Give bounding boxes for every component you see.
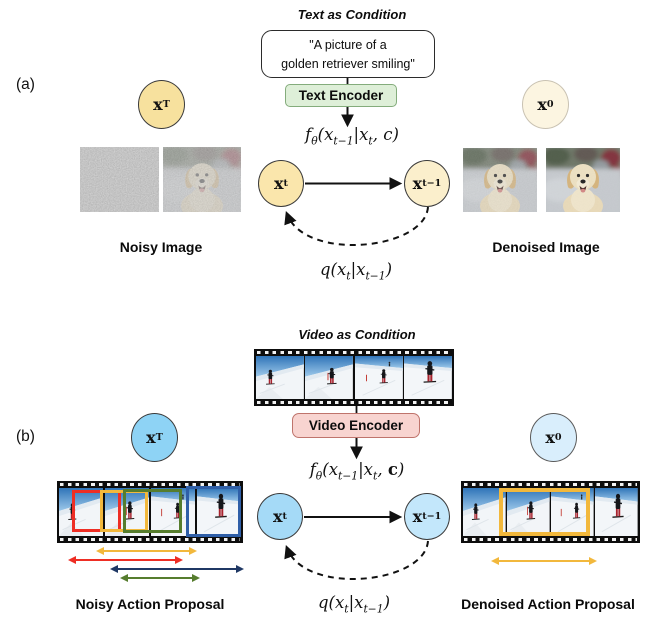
proposal-span-arrow-yellow: [103, 549, 190, 553]
proposal-span-arrow-navy: [117, 567, 237, 571]
b-forward-formula: fθ(xt−1|xt, c): [309, 460, 405, 483]
denoised-dog-image-2: [546, 148, 620, 212]
denoised-proposal-box-yellow: [499, 488, 590, 536]
film-sprockets: [60, 537, 240, 542]
proposal-box-blue: [186, 486, 241, 537]
film-sprockets: [464, 482, 637, 487]
noisy-image-2: [163, 147, 241, 212]
b-right-caption: Denoised Action Proposal: [461, 596, 635, 612]
condition-video-filmstrip: [254, 349, 454, 406]
proposal-span-arrow-red: [75, 558, 176, 562]
panel-a-label: (a): [16, 76, 35, 93]
proposal-box-red: [72, 490, 121, 532]
text-prompt-box: "A picture of a golden retriever smiling…: [261, 30, 435, 78]
prompt-line-2: golden retriever smiling": [281, 56, 415, 71]
a-right-caption: Denoised Image: [492, 239, 600, 255]
a-forward-formula: fθ(xt−1|xt, c): [305, 125, 399, 148]
text-encoder-box: Text Encoder: [285, 84, 397, 107]
a-reverse-formula: q(xt|xt−1): [319, 260, 393, 283]
b-node-xt1: x t−1: [404, 493, 450, 540]
a-node-xt1: x t−1: [404, 160, 450, 207]
b-left-caption: Noisy Action Proposal: [75, 596, 225, 612]
a-left-caption: Noisy Image: [119, 239, 203, 255]
noisy-image-1: [80, 147, 159, 212]
film-sprockets: [257, 350, 451, 355]
noisy-proposal-filmstrip: [57, 481, 243, 543]
b-reverse-formula: q(xt|xt−1): [317, 593, 391, 616]
panel-b-label: (b): [16, 428, 35, 445]
prompt-line-1: "A picture of a: [309, 38, 387, 52]
ski-frame-image: [404, 356, 452, 399]
video-encoder-box: Video Encoder: [292, 413, 420, 438]
proposal-span-arrow-green: [127, 576, 193, 580]
ski-frame-image: [256, 356, 304, 399]
b-reverse-dashed-arrow: [284, 540, 429, 580]
ski-frame-image: [305, 356, 353, 399]
proposal-box-green: [123, 489, 182, 533]
ski-frame-image: [595, 488, 638, 536]
film-sprockets: [257, 400, 451, 405]
denoised-span-arrow-yellow: [498, 559, 590, 563]
b-condition-title: Video as Condition: [298, 327, 416, 342]
a-reverse-dashed-arrow: [284, 206, 429, 246]
film-sprockets: [464, 537, 637, 542]
film-sprockets: [60, 482, 240, 487]
denoised-proposal-filmstrip: [461, 481, 640, 543]
a-condition-title: Text as Condition: [297, 7, 407, 22]
ski-frame-image: [355, 356, 403, 399]
denoised-dog-image-1: [463, 148, 537, 212]
